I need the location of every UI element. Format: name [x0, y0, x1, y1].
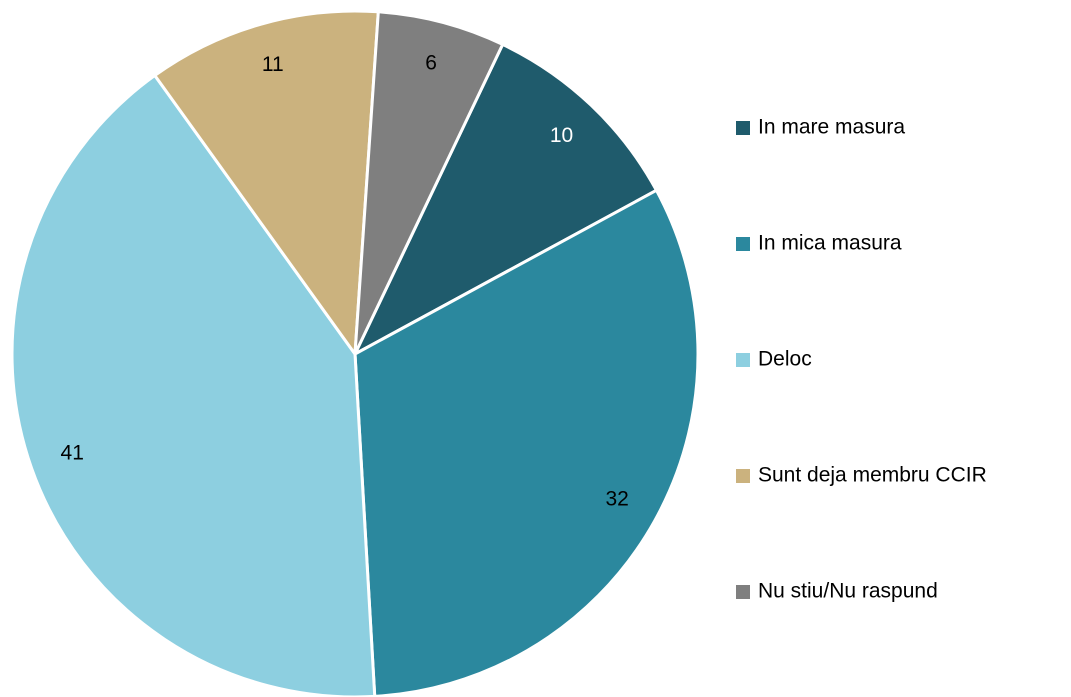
- pie-slice: [351, 42, 659, 358]
- legend-swatch: [736, 237, 750, 251]
- pie-slice: [353, 10, 505, 355]
- data-label: 10: [550, 124, 573, 147]
- legend-label: Deloc: [758, 348, 812, 371]
- data-label: 41: [61, 442, 84, 465]
- pie-slice: [152, 9, 380, 359]
- legend-label: Nu stiu/Nu raspund: [758, 580, 938, 603]
- legend-swatch: [736, 469, 750, 483]
- legend-label: Sunt deja membru CCIR: [758, 464, 987, 487]
- pie-slice: [10, 73, 377, 697]
- data-label: 11: [262, 53, 284, 76]
- pie-slice: [353, 188, 700, 697]
- legend-swatch: [736, 353, 750, 367]
- legend-label: In mica masura: [758, 232, 902, 255]
- legend-swatch: [736, 121, 750, 135]
- data-label: 32: [605, 487, 628, 510]
- data-label: 6: [425, 51, 437, 74]
- legend-label: In mare masura: [758, 116, 905, 139]
- legend-swatch: [736, 585, 750, 599]
